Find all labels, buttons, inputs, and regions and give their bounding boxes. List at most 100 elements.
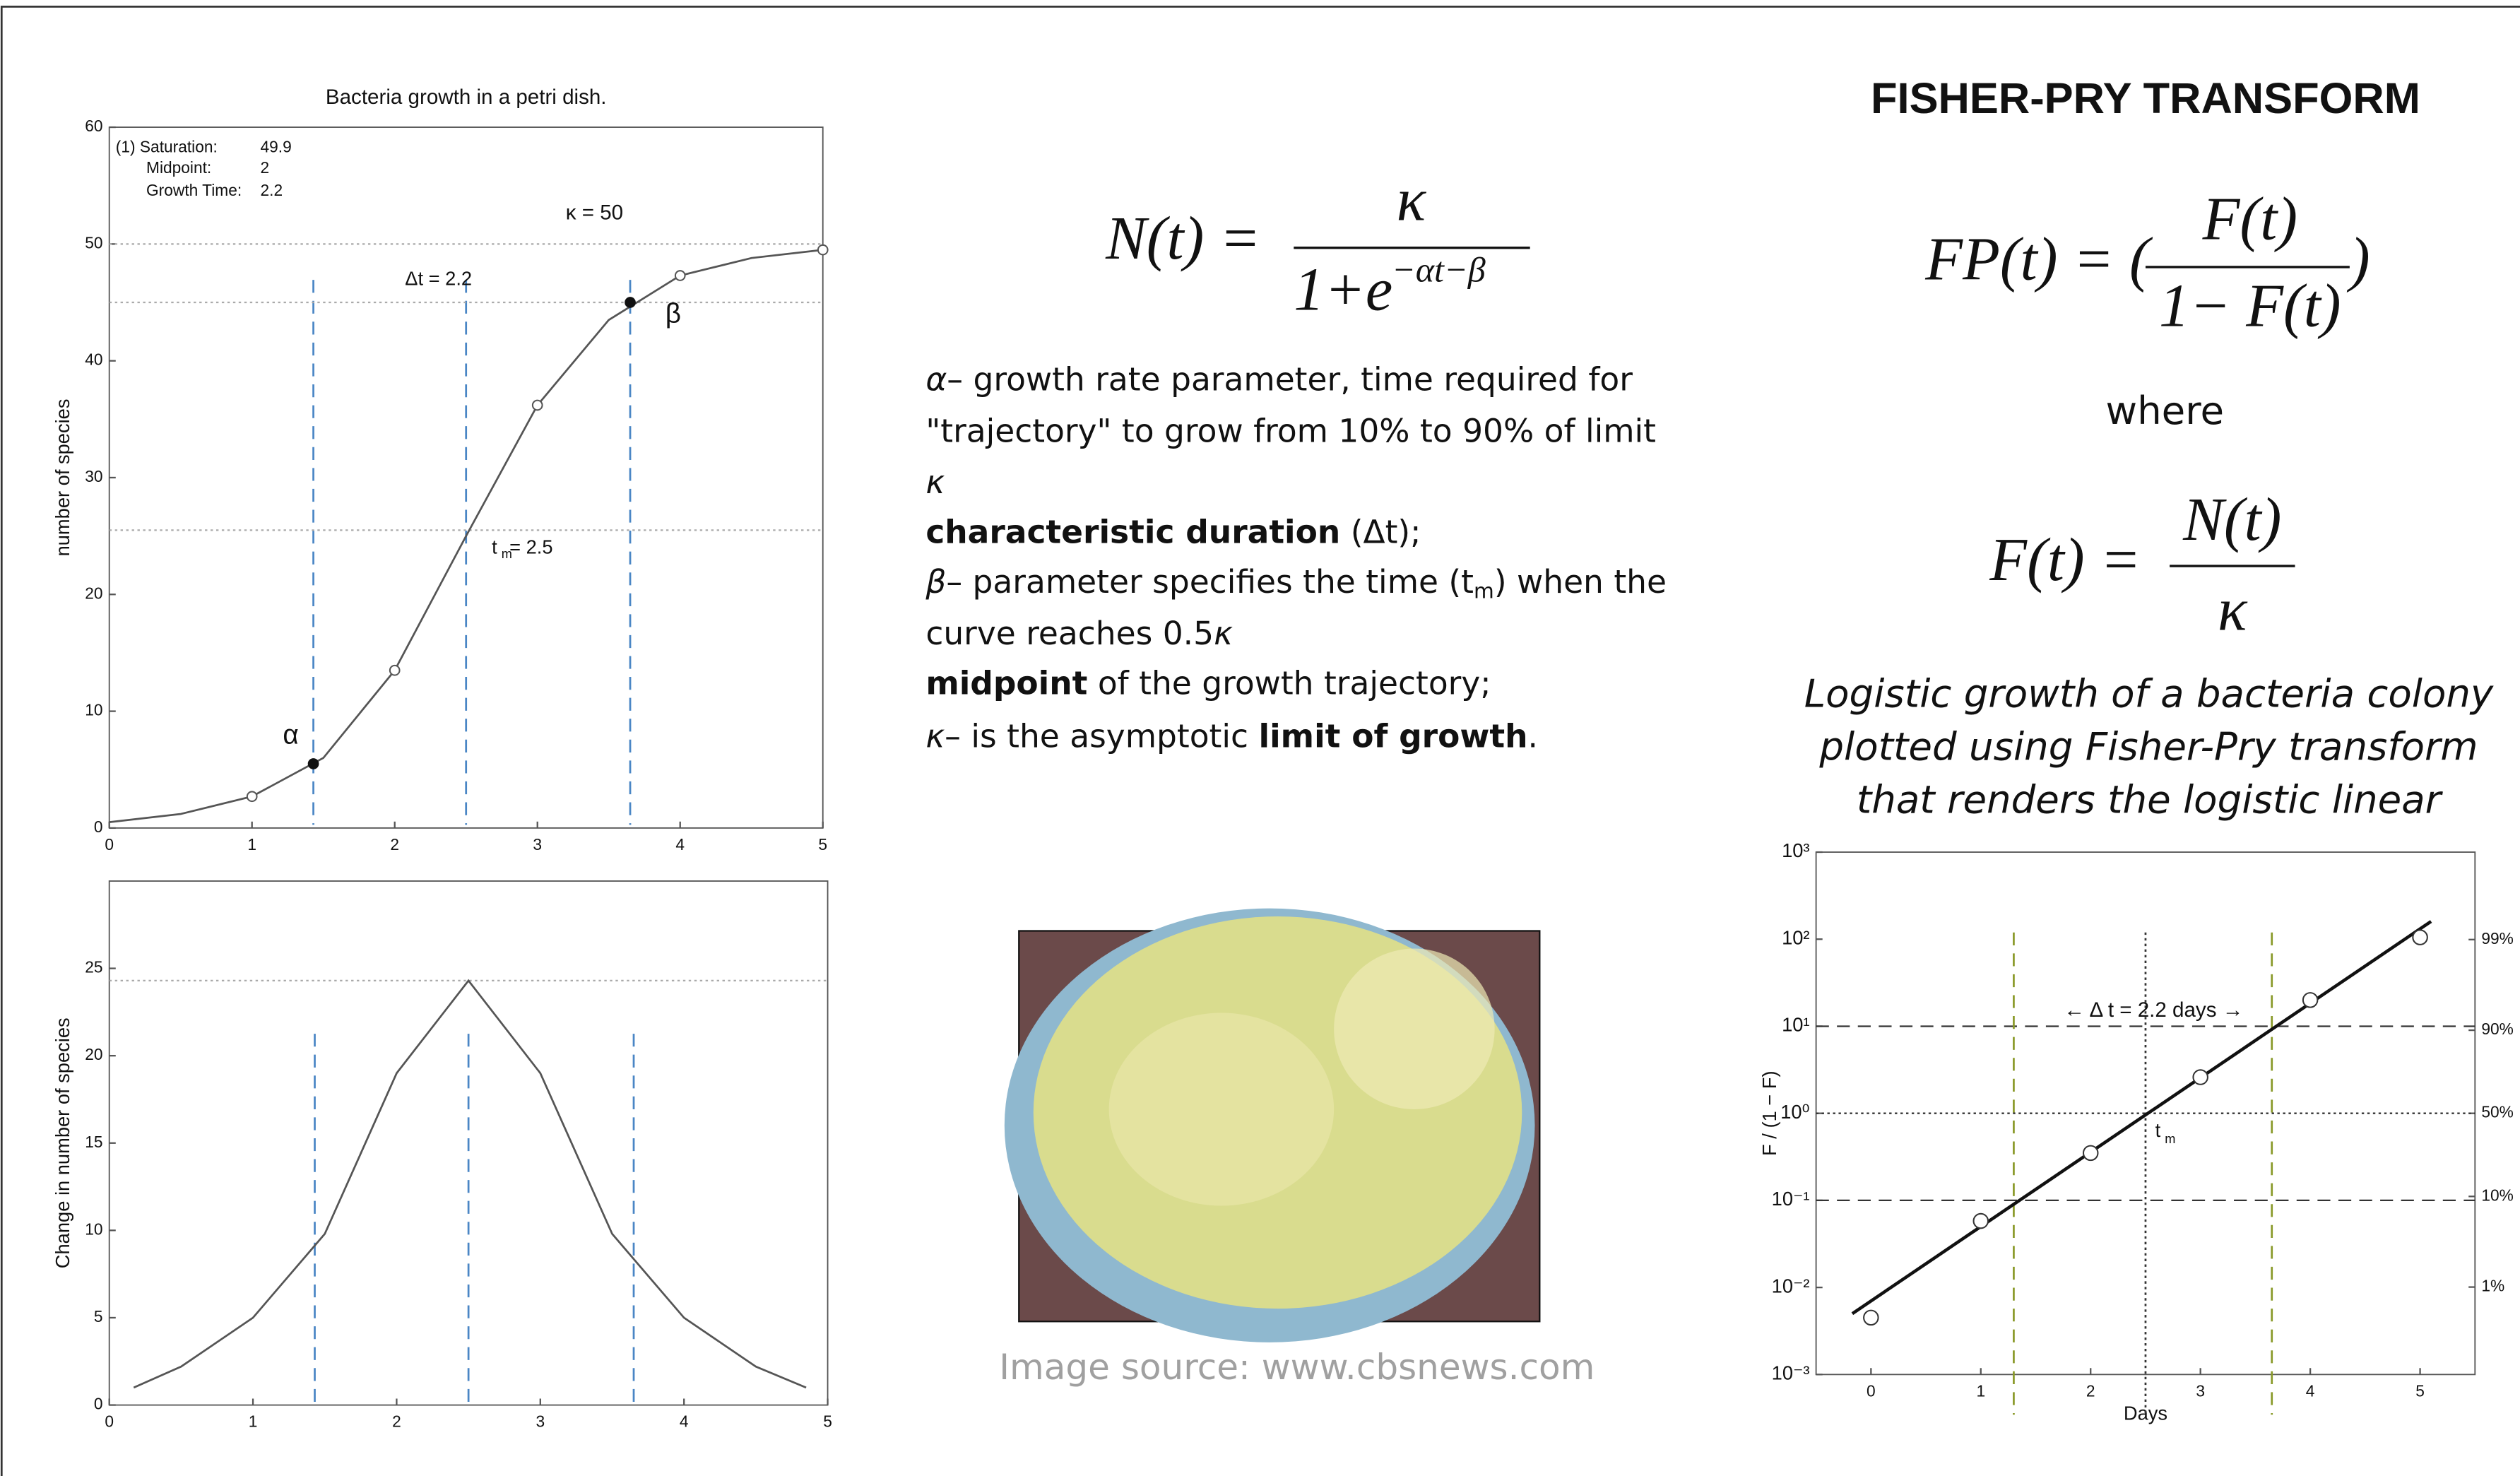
annotation: Δt = 2.2 xyxy=(405,267,472,289)
x-tick-label: 4 xyxy=(675,835,685,854)
formula-denominator: 1+e xyxy=(1294,256,1392,324)
where: where xyxy=(2105,388,2224,433)
formula-exponent: −αt−β xyxy=(1392,250,1486,290)
point xyxy=(1974,1214,1988,1228)
formula-numerator: N(t) xyxy=(2182,485,2281,553)
y-tick-label: 50 xyxy=(85,233,102,252)
y2-tick-label: 10% xyxy=(2481,1186,2514,1204)
x-tick-label: 3 xyxy=(536,1412,545,1431)
x-tick-label: 1 xyxy=(247,835,256,854)
definition-line: midpoint of the growth trajectory; xyxy=(925,664,1491,702)
caption-line: Logistic growth of a bacteria colony xyxy=(1804,671,2494,716)
symbol: β xyxy=(925,563,946,601)
chart: 01234510⁻³10⁻²10⁻¹10⁰10¹10²10³1%10%50%90… xyxy=(1758,839,2514,1424)
x-tick-label: 3 xyxy=(533,835,542,854)
chart-title: Bacteria growth in a petri dish. xyxy=(326,85,607,109)
x-tick-label: 5 xyxy=(2415,1381,2425,1400)
point xyxy=(2193,1070,2207,1084)
formula-denominator: κ xyxy=(2218,575,2248,643)
annotation: κ = 50 xyxy=(566,201,623,225)
fp-formula: FP(t) = ( F(t) 1− F(t) ) xyxy=(1924,185,2370,340)
annotation: 2 xyxy=(261,158,270,177)
x-tick-label: 0 xyxy=(105,1412,114,1431)
subscript: m xyxy=(1474,579,1494,603)
text: curve reaches 0.5 xyxy=(925,614,1214,651)
x-tick-label: 2 xyxy=(390,835,399,854)
y-tick-label: 20 xyxy=(85,584,102,602)
bold-text: limit of growth xyxy=(1259,717,1528,755)
annotation: Growth Time: xyxy=(146,181,242,199)
f-formula: F(t) = N(t) κ xyxy=(1989,485,2295,643)
text: ) when the xyxy=(1494,563,1667,601)
annotation: 2.2 xyxy=(261,181,283,199)
symbol: κ xyxy=(925,717,945,755)
y-tick-label: 5 xyxy=(94,1307,103,1326)
y2-tick-label: 99% xyxy=(2481,929,2514,947)
y-tick-label: 10⁻² xyxy=(1772,1275,1810,1297)
y-tick-label: 25 xyxy=(85,958,102,976)
formula-numerator: κ xyxy=(1397,165,1427,233)
symbol: κ xyxy=(925,464,945,501)
annotation: Midpoint: xyxy=(146,158,211,177)
x-tick-label: 2 xyxy=(2086,1381,2095,1400)
formula-lhs: FP(t) = ( xyxy=(1924,225,2153,293)
y-tick-label: 60 xyxy=(85,117,102,135)
x-tick-label: 5 xyxy=(823,1412,832,1431)
caption-line: plotted using Fisher-Pry transform xyxy=(1818,724,2478,769)
fisher-pry-title: FISHER-PRY TRANSFORM xyxy=(1871,74,2420,123)
y2-tick-label: 1% xyxy=(2481,1277,2504,1295)
text: of the growth trajectory; xyxy=(1087,664,1491,702)
formula-denominator: 1− F(t) xyxy=(2159,272,2341,340)
x-tick-label: 4 xyxy=(680,1412,689,1431)
annotation: m xyxy=(2165,1132,2175,1146)
x-tick-label: 4 xyxy=(2306,1381,2315,1400)
text: – is the asymptotic xyxy=(945,717,1258,755)
caption: Logistic growth of a bacteria colony plo… xyxy=(1804,671,2494,822)
x-tick-label: 0 xyxy=(1867,1381,1876,1400)
y2-tick-label: 50% xyxy=(2481,1103,2514,1121)
formula-numerator: F(t) xyxy=(2202,185,2297,253)
y-tick-label: 10⁻³ xyxy=(1772,1362,1810,1384)
image-source: Image source: www.cbsnews.com xyxy=(999,1347,1595,1388)
y-tick-label: 20 xyxy=(85,1045,102,1063)
x-tick-label: 5 xyxy=(818,835,827,854)
definition-line: curve reaches 0.5κ xyxy=(925,614,1233,651)
formula-close: ) xyxy=(2346,225,2370,293)
y-axis-label: Change in number of species xyxy=(52,1017,73,1268)
point xyxy=(2083,1146,2098,1160)
definition-line: κ xyxy=(925,464,945,501)
definition-line: β– parameter specifies the time (tm) whe… xyxy=(925,563,1667,603)
y-tick-label: 10¹ xyxy=(1782,1014,1809,1036)
text: "trajectory" to grow from 10% to 90% of … xyxy=(925,412,1656,449)
definition-line: "trajectory" to grow from 10% to 90% of … xyxy=(925,412,1656,449)
point xyxy=(1864,1311,1878,1325)
point xyxy=(675,271,685,281)
y-tick-label: 10 xyxy=(85,1220,102,1238)
text: – growth rate parameter, time required f… xyxy=(947,360,1633,398)
y-tick-label: 30 xyxy=(85,467,102,485)
definition-line: characteristic duration (Δt); xyxy=(925,513,1421,550)
point xyxy=(2413,930,2427,944)
y-tick-label: 0 xyxy=(94,817,103,836)
annotation: t xyxy=(492,536,497,557)
formula-lhs: F(t) = xyxy=(1989,526,2141,594)
y-tick-label: 10⁻¹ xyxy=(1772,1188,1810,1210)
colonies xyxy=(1334,949,1494,1109)
definition-line: α– growth rate parameter, time required … xyxy=(925,360,1633,398)
caption-line: that renders the logistic linear xyxy=(1857,777,2444,822)
symbol: α xyxy=(925,360,947,398)
annotation: 49.9 xyxy=(261,138,292,156)
point xyxy=(818,245,828,255)
annotation: (1) Saturation: xyxy=(116,138,218,156)
definitions: α– growth rate parameter, time required … xyxy=(925,360,1667,755)
point xyxy=(2303,993,2317,1007)
annotation: t xyxy=(2155,1119,2161,1141)
annotation: β xyxy=(666,298,681,329)
point xyxy=(533,401,543,411)
text: – parameter specifies the time (t xyxy=(946,563,1474,601)
y-tick-label: 10 xyxy=(85,701,102,719)
y-tick-label: 15 xyxy=(85,1133,102,1151)
y2-tick-label: 90% xyxy=(2481,1020,2514,1038)
y-tick-label: 10⁰ xyxy=(1780,1101,1809,1123)
bold-text: characteristic duration xyxy=(925,513,1340,550)
